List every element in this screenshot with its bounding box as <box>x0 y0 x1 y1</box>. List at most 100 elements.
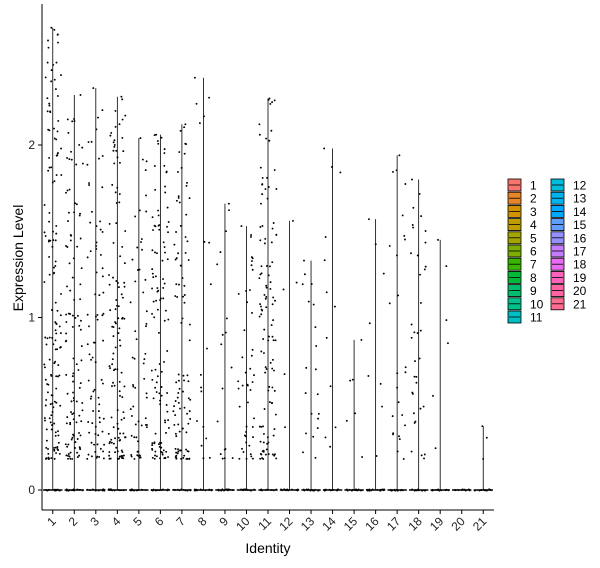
point <box>271 335 274 338</box>
point <box>237 387 240 390</box>
point <box>274 339 277 342</box>
point <box>411 392 414 395</box>
point <box>162 297 165 300</box>
point <box>400 488 403 491</box>
point <box>221 488 224 491</box>
point <box>423 268 426 271</box>
point <box>76 456 79 459</box>
point <box>48 220 51 223</box>
point <box>181 277 184 280</box>
point <box>156 140 159 142</box>
x-tick-label: 15 <box>341 514 361 534</box>
point <box>324 436 327 439</box>
point <box>253 417 255 420</box>
point <box>189 398 192 401</box>
point <box>226 488 228 491</box>
point <box>174 414 177 417</box>
point <box>132 385 135 388</box>
point <box>164 419 166 422</box>
points-4 <box>107 95 127 492</box>
point <box>48 102 51 105</box>
point <box>112 352 115 355</box>
point <box>412 226 415 229</box>
point <box>456 489 459 491</box>
point <box>180 488 183 491</box>
point <box>431 489 434 492</box>
point <box>69 457 72 460</box>
point <box>186 489 189 492</box>
point <box>133 489 136 492</box>
point <box>47 456 50 459</box>
point <box>260 202 262 205</box>
point <box>238 457 241 460</box>
point <box>124 436 126 439</box>
point <box>158 445 161 448</box>
legend-item-13: 13 <box>550 192 587 206</box>
point <box>162 286 165 289</box>
point <box>53 488 56 491</box>
point <box>66 118 69 121</box>
point <box>266 436 269 439</box>
point <box>158 363 161 365</box>
point <box>183 301 186 304</box>
point <box>53 400 56 403</box>
point <box>58 325 61 328</box>
point <box>109 440 111 443</box>
point <box>325 291 328 294</box>
x-tick-label: 20 <box>448 514 468 534</box>
point <box>259 273 262 276</box>
point <box>391 415 394 418</box>
point <box>51 424 53 427</box>
point <box>264 297 267 300</box>
point <box>156 375 159 378</box>
point <box>269 361 272 364</box>
point <box>65 191 67 194</box>
point <box>151 448 154 451</box>
point <box>96 313 99 316</box>
point <box>121 455 124 457</box>
point <box>48 273 51 276</box>
point <box>262 441 265 444</box>
point <box>78 432 80 434</box>
point <box>167 318 170 321</box>
point <box>54 446 57 449</box>
point <box>251 348 254 351</box>
point <box>266 176 268 179</box>
point <box>200 386 203 389</box>
point <box>246 383 249 386</box>
point <box>57 441 60 444</box>
legend-item-7: 7 <box>507 258 537 272</box>
point <box>420 215 423 218</box>
point <box>269 102 272 105</box>
point <box>159 457 161 460</box>
point <box>145 325 147 328</box>
point <box>251 381 254 383</box>
point <box>313 489 315 492</box>
point <box>48 129 51 132</box>
point <box>44 76 47 79</box>
point <box>310 283 313 285</box>
point <box>50 373 52 376</box>
point <box>109 367 112 370</box>
point <box>64 340 67 343</box>
point <box>55 452 57 455</box>
violin-1 <box>43 27 63 491</box>
legend-item-3: 3 <box>507 205 537 219</box>
point <box>112 335 115 338</box>
point <box>102 339 105 342</box>
point <box>189 489 192 492</box>
point <box>72 418 75 421</box>
point <box>53 137 56 140</box>
point <box>316 393 319 396</box>
point <box>165 431 167 434</box>
point <box>133 436 136 439</box>
legend-label: 19 <box>573 271 587 285</box>
point <box>413 489 416 492</box>
point <box>167 231 169 234</box>
point <box>163 148 166 151</box>
point <box>157 214 160 217</box>
violin-11 <box>258 98 278 491</box>
point <box>139 137 142 140</box>
point <box>163 319 166 322</box>
point <box>283 373 286 376</box>
